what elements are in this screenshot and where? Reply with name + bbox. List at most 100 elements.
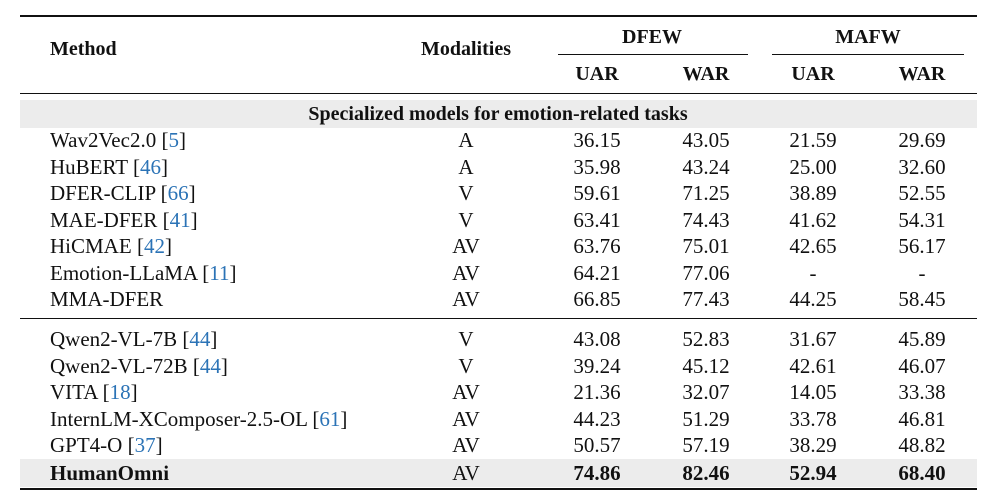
mafw-uar-cell: 25.00 [789,154,837,179]
mafw-uar-cell: 42.61 [789,353,837,378]
dfew-war-cell: 82.46 [682,461,730,485]
final-row-band [20,459,977,487]
method-name: Qwen2-VL-7B [44] [50,327,218,351]
mod-cell: V [458,353,474,378]
citation-link[interactable]: 44 [199,353,221,378]
mafw-war-cell: 68.40 [898,461,946,485]
section-band [20,100,977,128]
dfew-uar-cell: 66.85 [573,287,621,311]
method-label: MAE-DFER [50,207,158,232]
method-name: MMA-DFER [50,286,163,312]
mod-cell: AV [452,260,480,285]
method-label: Qwen2-VL-7B [50,327,178,351]
citation-link[interactable]: 46 [139,154,161,179]
group-rule [20,318,977,319]
mafw-uar-cell: 31.67 [789,327,837,351]
citation-link[interactable]: 18 [109,380,131,404]
dfew-uar-cell: 39.24 [573,353,621,378]
mafw-war-cell: 46.81 [898,406,946,431]
citation-link[interactable]: 5 [168,128,179,152]
citation-link[interactable]: 37 [134,433,156,457]
header-modalities: Modalities [421,38,511,60]
dfew-uar-cell: 43.08 [573,327,621,351]
mafw-war-cell: 46.07 [898,353,946,378]
dfew-war-cell: 32.07 [682,380,730,404]
citation-link[interactable]: 42 [143,234,165,258]
mafw-uar-cell: 41.62 [789,207,837,232]
dfew-war-cell: 45.12 [682,353,730,378]
dfew-uar-cell: 59.61 [573,181,621,205]
method-name: DFER-CLIP [66] [50,181,196,205]
mafw-underline [772,54,964,55]
citation-link[interactable]: 61 [319,406,341,431]
method-name: MAE-DFER [41] [50,207,198,232]
dfew-uar-cell: 21.36 [573,380,621,404]
citation-link[interactable]: 41 [169,207,191,232]
method-label: Qwen2-VL-72B [50,353,188,378]
mod-cell: AV [452,287,480,311]
dfew-uar-cell: 63.76 [573,234,621,258]
method-name: HuBERT [46] [50,154,168,179]
mafw-uar-cell: 33.78 [789,406,837,431]
header-method: Method [50,38,117,60]
dfew-war-cell: 75.01 [682,234,730,258]
citation-link[interactable]: 44 [189,327,211,351]
dfew-uar-cell: 35.98 [573,154,621,179]
mafw-war-cell: 33.38 [898,380,946,404]
dfew-war-cell: 71.25 [682,181,730,205]
citation-link[interactable]: 66 [167,181,189,205]
method-name: InternLM-XComposer-2.5-OL [61] [50,406,348,431]
mafw-uar-cell: 44.25 [789,287,837,311]
mod-cell: V [458,181,474,205]
header-rule [20,93,977,94]
dfew-uar-cell: 50.57 [573,433,621,457]
method-name: HiCMAE [42] [50,234,172,258]
mod-cell: V [458,207,474,232]
dfew-war-cell: 74.43 [682,207,730,232]
mafw-war-cell: 32.60 [898,154,946,179]
method-label: InternLM-XComposer-2.5-OL [50,406,308,431]
mod-cell: A [458,154,474,179]
mafw-war-cell: 45.89 [898,327,946,351]
header-mafw-war: WAR [898,63,946,85]
citation-link[interactable]: 11 [209,260,230,285]
dfew-underline [558,54,748,55]
mafw-war-cell: 48.82 [898,433,946,457]
top-rule [20,15,977,17]
method-label: Emotion-LLaMA [50,260,197,285]
header-dfew-uar: UAR [575,63,619,85]
header-mafw-uar: UAR [791,63,835,85]
dfew-war-cell: 77.43 [682,287,730,311]
dfew-uar-cell: 64.21 [573,260,621,285]
dfew-uar-cell: 63.41 [573,207,621,232]
dfew-uar-cell: 74.86 [573,461,621,485]
method-name: Wav2Vec2.0 [5] [50,128,186,152]
mafw-war-cell: 52.55 [898,181,946,205]
mod-cell: AV [452,406,480,431]
dfew-war-cell: 57.19 [682,433,730,457]
method-label: GPT4-O [50,433,123,457]
mafw-uar-cell: 14.05 [789,380,837,404]
method-name: VITA [18] [50,380,138,404]
mafw-uar-cell: - [809,260,817,285]
mafw-uar-cell: 21.59 [789,128,837,152]
method-label: Wav2Vec2.0 [50,128,157,152]
method-name: GPT4-O [37] [50,433,163,457]
dfew-uar-cell: 44.23 [573,406,621,431]
mod-cell: AV [452,380,480,404]
mafw-uar-cell: 38.89 [789,181,837,205]
method-name: Qwen2-VL-72B [44] [50,353,228,378]
mafw-war-cell: 54.31 [898,207,946,232]
mafw-uar-cell: 42.65 [789,234,837,258]
section-title: Specialized models for emotion-related t… [308,103,688,125]
method-label: VITA [50,380,98,404]
mod-cell: A [458,128,474,152]
mafw-uar-cell: 52.94 [789,461,837,485]
mod-cell: AV [452,461,480,485]
header-mafw: MAFW [835,26,901,48]
mafw-uar-cell: 38.29 [789,433,837,457]
header-dfew: DFEW [622,26,682,48]
mod-cell: V [458,327,474,351]
method-name: Emotion-LLaMA [11] [50,260,237,285]
